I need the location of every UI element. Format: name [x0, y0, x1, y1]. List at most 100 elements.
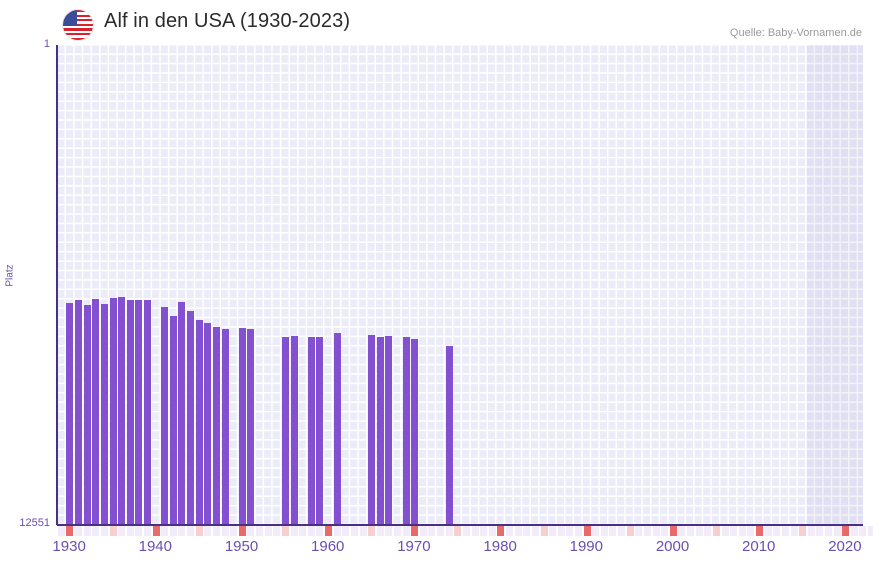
- bar-1970: [411, 339, 419, 525]
- decade-marker-1961: [333, 526, 341, 536]
- decade-marker-2000: [669, 526, 677, 536]
- x-tick-1970: 1970: [397, 538, 431, 555]
- decade-marker-2021: [850, 526, 858, 536]
- decade-marker-1951: [247, 526, 255, 536]
- decade-marker-1999: [661, 526, 669, 536]
- decade-marker-1938: [135, 526, 143, 536]
- y-axis-line: [56, 45, 58, 525]
- decade-marker-1963: [350, 526, 358, 536]
- bar-1959: [316, 337, 324, 525]
- decade-marker-strip: [57, 526, 873, 536]
- decade-marker-2006: [721, 526, 729, 536]
- decade-marker-1956: [290, 526, 298, 536]
- decade-marker-2015: [799, 526, 807, 536]
- decade-marker-1929: [57, 526, 65, 536]
- decade-marker-2020: [842, 526, 850, 536]
- decade-marker-1949: [230, 526, 238, 536]
- decade-marker-2010: [756, 526, 764, 536]
- decade-marker-1942: [169, 526, 177, 536]
- decade-marker-1941: [161, 526, 169, 536]
- decade-marker-2018: [824, 526, 832, 536]
- bar-1961: [333, 333, 341, 525]
- x-tick-1930: 1930: [52, 538, 86, 555]
- decade-marker-1967: [385, 526, 393, 536]
- decade-marker-1978: [480, 526, 488, 536]
- x-tick-1980: 1980: [483, 538, 517, 555]
- decade-marker-1960: [325, 526, 333, 536]
- decade-marker-1953: [264, 526, 272, 536]
- bar-1939: [144, 300, 151, 525]
- decade-marker-1971: [419, 526, 427, 536]
- bar-1958: [307, 337, 315, 525]
- bar-1965: [368, 335, 376, 525]
- x-axis-ticks: 1930 1940 1950 1960 1970 1980 1990 2000 2010 2020: [52, 538, 863, 560]
- decade-marker-1979: [488, 526, 496, 536]
- decade-marker-1933: [92, 526, 100, 536]
- decade-marker-1969: [402, 526, 410, 536]
- bar-1951: [247, 329, 255, 525]
- decade-marker-1980: [497, 526, 505, 536]
- decade-marker-1947: [212, 526, 220, 536]
- decade-marker-1959: [316, 526, 324, 536]
- decade-marker-1955: [281, 526, 289, 536]
- decade-marker-1946: [204, 526, 212, 536]
- decade-marker-1983: [523, 526, 531, 536]
- bar-1947: [212, 327, 220, 525]
- decade-marker-1981: [506, 526, 514, 536]
- y-axis-tick-bottom: 12551: [19, 517, 50, 529]
- decade-marker-1958: [307, 526, 315, 536]
- bar-1967: [385, 336, 393, 525]
- x-tick-1950: 1950: [224, 538, 259, 555]
- bar-1938: [135, 300, 143, 525]
- bar-1950: [238, 328, 246, 525]
- decade-marker-1954: [273, 526, 281, 536]
- decade-marker-1957: [299, 526, 307, 536]
- bar-1931: [75, 300, 83, 525]
- decade-marker-2002: [687, 526, 695, 536]
- x-axis-line: [57, 524, 863, 526]
- decade-marker-1936: [118, 526, 126, 536]
- bar-1944: [187, 311, 195, 525]
- decade-marker-1952: [256, 526, 264, 536]
- decade-marker-2007: [730, 526, 738, 536]
- decade-marker-1950: [238, 526, 246, 536]
- us-flag-icon: [63, 10, 93, 40]
- decade-marker-2008: [738, 526, 746, 536]
- bar-1937: [126, 300, 134, 525]
- decade-marker-1935: [109, 526, 117, 536]
- bar-1945: [195, 320, 203, 525]
- decade-marker-1968: [393, 526, 401, 536]
- decade-marker-1930: [66, 526, 74, 536]
- x-tick-1960: 1960: [311, 538, 345, 555]
- decade-marker-1993: [609, 526, 617, 536]
- decade-marker-1943: [178, 526, 186, 536]
- decade-marker-1948: [221, 526, 229, 536]
- bar-1942: [169, 316, 177, 525]
- decade-marker-2022: [859, 526, 867, 536]
- decade-marker-1995: [626, 526, 634, 536]
- decade-marker-1997: [643, 526, 651, 536]
- decade-marker-1991: [592, 526, 600, 536]
- x-tick-1940: 1940: [138, 538, 172, 555]
- x-tick-2020: 2020: [828, 538, 862, 555]
- decade-marker-1975: [454, 526, 462, 536]
- bar-1935: [109, 298, 117, 525]
- x-tick-2000: 2000: [655, 538, 690, 555]
- flag-stripes: [63, 10, 93, 40]
- decade-marker-1965: [368, 526, 376, 536]
- decade-marker-1970: [411, 526, 419, 536]
- flag-canton: [63, 10, 78, 27]
- decade-marker-1964: [359, 526, 367, 536]
- decade-marker-1992: [600, 526, 608, 536]
- y-axis-title: Platz: [4, 264, 16, 287]
- bar-1966: [376, 337, 384, 525]
- decade-marker-1990: [583, 526, 591, 536]
- decade-marker-2014: [790, 526, 798, 536]
- decade-marker-2012: [773, 526, 781, 536]
- decade-marker-1977: [471, 526, 479, 536]
- decade-marker-1994: [618, 526, 626, 536]
- plot-area: [57, 45, 863, 525]
- decade-marker-1998: [652, 526, 660, 536]
- bar-series: [57, 45, 863, 525]
- decade-marker-1940: [152, 526, 160, 536]
